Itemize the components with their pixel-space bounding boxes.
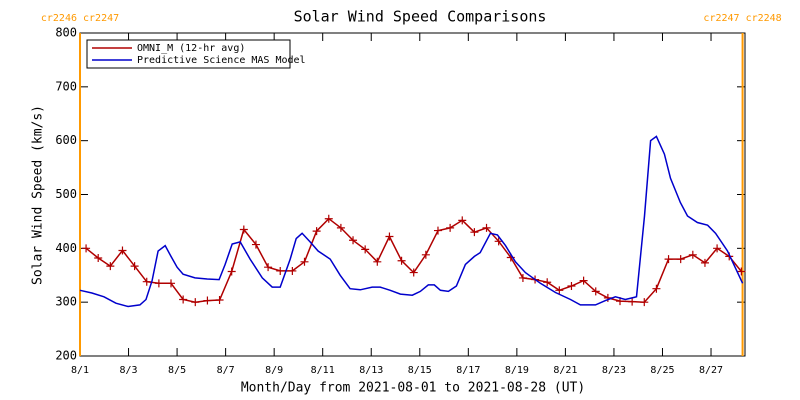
data-point (106, 262, 115, 271)
data-point (579, 276, 588, 285)
data-point (324, 214, 333, 223)
data-point (239, 225, 248, 234)
y-axis-label: Solar Wind Speed (km/s) (31, 105, 46, 285)
y-tick-label: 600 (55, 133, 77, 147)
x-tick-label: 8/5 (168, 365, 186, 376)
data-point (288, 266, 297, 275)
data-point (373, 257, 382, 266)
x-axis-label: Month/Day from 2021-08-01 to 2021-08-28 … (241, 381, 585, 396)
x-tick-label: 8/17 (456, 365, 480, 376)
x-tick-label: 8/9 (265, 365, 283, 376)
y-tick-label: 500 (55, 187, 77, 201)
y-tick-label: 200 (55, 349, 77, 363)
x-tick-label: 8/23 (602, 365, 626, 376)
x-tick-label: 8/11 (311, 365, 335, 376)
data-point (154, 279, 163, 288)
rotation-label: cr2247 cr2248 (703, 13, 781, 24)
data-point (700, 258, 709, 267)
data-point (118, 246, 127, 255)
data-point (591, 287, 600, 296)
data-point (142, 277, 151, 286)
data-point (361, 245, 370, 254)
data-point (349, 236, 358, 245)
data-point (312, 227, 321, 236)
data-point (215, 296, 224, 305)
legend-label: Predictive Science MAS Model (137, 55, 306, 66)
data-point (300, 257, 309, 266)
y-tick-label: 800 (55, 26, 77, 40)
data-point (652, 284, 661, 293)
y-tick-label: 300 (55, 295, 77, 309)
data-point (82, 244, 91, 253)
data-point (421, 250, 430, 259)
x-tick-label: 8/1 (71, 365, 89, 376)
x-tick-label: 8/21 (553, 365, 577, 376)
data-point (433, 226, 442, 235)
rotation-label: cr2246 cr2247 (41, 13, 119, 24)
data-point (264, 263, 273, 272)
data-point (227, 267, 236, 276)
data-point (397, 256, 406, 265)
data-point (567, 282, 576, 291)
data-point (543, 278, 552, 287)
data-point (664, 255, 673, 264)
y-tick-label: 700 (55, 79, 77, 93)
data-point (409, 268, 418, 277)
data-point (482, 223, 491, 232)
x-tick-label: 8/7 (217, 365, 235, 376)
data-point (179, 295, 188, 304)
data-point (713, 244, 722, 253)
data-point (446, 223, 455, 232)
data-point (167, 279, 176, 288)
data-point (130, 262, 139, 271)
x-tick-label: 8/15 (408, 365, 432, 376)
legend: OMNI_M (12-hr avg)Predictive Science MAS… (86, 39, 306, 69)
x-tick-label: 8/25 (650, 365, 674, 376)
series-line (79, 135, 744, 308)
data-point (94, 254, 103, 263)
data-point (336, 223, 345, 232)
data-point (494, 237, 503, 246)
x-tick-label: 8/27 (699, 365, 723, 376)
x-tick-label: 8/13 (359, 365, 383, 376)
y-tick-label: 400 (55, 241, 77, 255)
data-point (458, 216, 467, 225)
x-tick-label: 8/3 (120, 365, 138, 376)
data-point (688, 250, 697, 259)
legend-box (86, 39, 291, 69)
data-point (251, 240, 260, 249)
data-point (737, 267, 746, 276)
data-point (385, 232, 394, 241)
data-point (191, 298, 200, 307)
data-point (676, 255, 685, 264)
data-point (518, 273, 527, 282)
data-point (555, 286, 564, 295)
data-point (640, 298, 649, 307)
chart-title: Solar Wind Speed Comparisons (294, 8, 547, 26)
x-tick-label: 8/19 (505, 365, 529, 376)
legend-label: OMNI_M (12-hr avg) (137, 43, 245, 54)
data-point (203, 296, 212, 305)
data-point (470, 228, 479, 237)
data-point (276, 266, 285, 275)
data-point (628, 297, 637, 306)
